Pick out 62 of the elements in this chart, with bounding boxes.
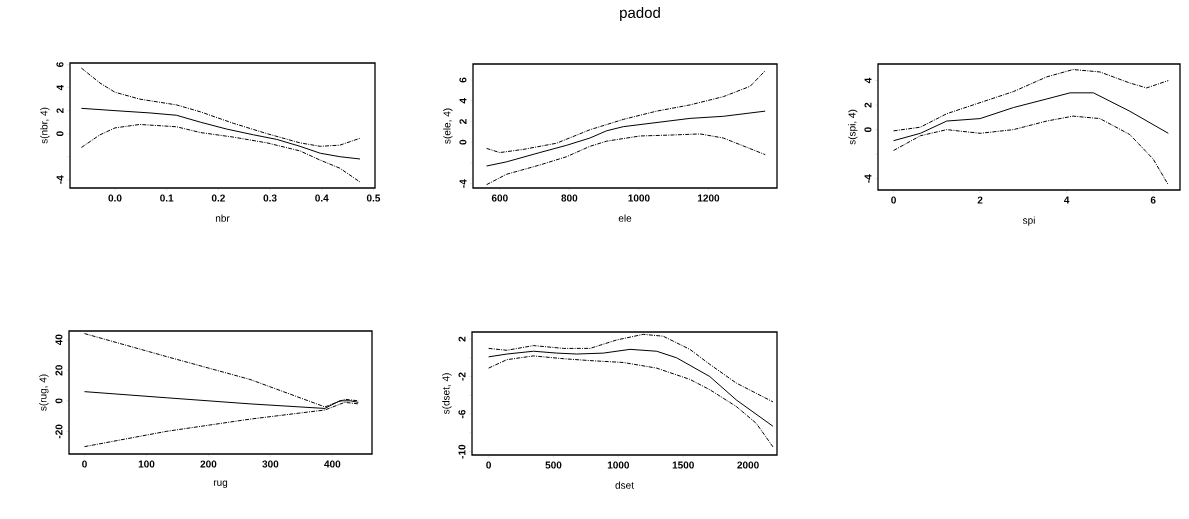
- line-series: [80, 123, 361, 183]
- x-axis-title: ele: [618, 214, 632, 222]
- line-series: [488, 348, 774, 427]
- x-axis-title: spi: [1022, 216, 1035, 226]
- y-tick-label: 20: [55, 365, 63, 376]
- y-axis-title: s(ele, 4): [443, 108, 453, 144]
- x-tick-label: 1000: [628, 194, 650, 202]
- y-axis-title: s(spi, 4): [848, 109, 858, 145]
- y-tick-label: 6: [459, 77, 467, 83]
- x-tick-label: 0.2: [211, 194, 225, 202]
- x-tick-label: 1500: [672, 461, 694, 469]
- y-tick-label: 4: [864, 77, 872, 84]
- x-tick-label: 0: [486, 461, 491, 469]
- y-tick-label: -4: [56, 175, 64, 184]
- x-axis-title: rug: [213, 480, 228, 488]
- chart-title: padod: [620, 7, 660, 21]
- line-series: [486, 133, 766, 186]
- x-tick-label: 1000: [607, 461, 630, 469]
- y-tick-label: 4: [459, 98, 467, 104]
- x-tick-label: 0.1: [160, 194, 174, 202]
- x-tick-label: 1200: [697, 194, 720, 202]
- y-tick-label: -10: [458, 444, 466, 459]
- x-tick-label: 600: [491, 194, 508, 202]
- y-tick-label: 2: [56, 108, 64, 114]
- x-tick-label: 0.4: [315, 194, 329, 202]
- x-tick-label: 2: [977, 196, 983, 204]
- x-tick-label: 300: [262, 460, 279, 468]
- x-tick-label: 200: [200, 460, 217, 468]
- y-tick-label: 0: [55, 398, 63, 404]
- x-tick-label: 0: [891, 196, 896, 204]
- y-tick-label: 6: [56, 62, 64, 68]
- x-tick-label: 500: [545, 461, 562, 469]
- y-tick-label: 2: [459, 119, 467, 124]
- x-tick-label: 4: [1064, 196, 1070, 204]
- y-tick-label: -20: [55, 424, 63, 439]
- x-axis-title: nbr: [215, 214, 230, 222]
- y-tick-label: 2: [458, 336, 466, 342]
- y-tick-label: 0: [864, 127, 872, 133]
- y-tick-label: 0: [56, 131, 64, 137]
- y-tick-label: 40: [55, 334, 63, 346]
- y-tick-label: -4: [459, 179, 467, 188]
- y-axis-title: s(rug, 4): [39, 374, 49, 411]
- x-tick-label: 100: [138, 460, 155, 468]
- y-axis-title: s(dset, 4): [442, 373, 452, 415]
- x-axis-title: dset: [615, 481, 634, 489]
- y-tick-label: -6: [458, 409, 466, 419]
- line-series: [486, 70, 766, 154]
- y-tick-label: 2: [864, 102, 872, 108]
- y-tick-label: -4: [864, 174, 872, 183]
- y-tick-label: 0: [459, 139, 467, 145]
- y-tick-label: 4: [56, 84, 64, 91]
- y-tick-label: -2: [458, 372, 466, 381]
- y-axis-title: s(nbr, 4): [40, 107, 50, 144]
- x-tick-label: 400: [324, 460, 341, 468]
- x-tick-label: 0.5: [366, 194, 381, 202]
- x-tick-label: 800: [561, 194, 578, 202]
- x-tick-label: 6: [1150, 196, 1156, 204]
- x-tick-label: 0.3: [263, 194, 277, 202]
- x-tick-label: 0.0: [108, 194, 122, 202]
- x-tick-label: 0: [82, 460, 87, 468]
- line-series: [488, 355, 774, 448]
- x-tick-label: 2000: [737, 461, 759, 469]
